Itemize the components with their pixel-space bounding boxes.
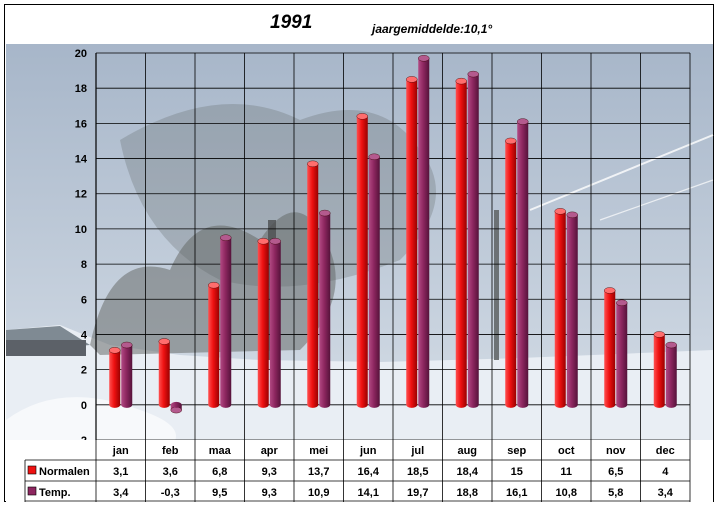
data-label-temp: -0,3 — [161, 487, 180, 499]
y-tick-label: 8 — [81, 259, 87, 271]
bar-temp-maa — [220, 234, 232, 408]
bar-normalen-oct — [554, 208, 566, 408]
data-label-temp: 5,8 — [608, 487, 623, 499]
chart-title: 1991 — [270, 12, 313, 33]
x-tick-label: jan — [112, 445, 129, 457]
y-tick-label: 12 — [75, 189, 87, 201]
bar-normalen-sep — [505, 137, 517, 408]
legend-label-temp: Temp. — [39, 487, 71, 499]
bar-normalen-jan — [109, 347, 121, 408]
y-tick-label: 18 — [75, 83, 87, 95]
power-line — [529, 134, 714, 211]
data-table-background — [6, 440, 713, 502]
bar-temp-jan — [121, 341, 133, 408]
x-tick-label: aug — [457, 445, 477, 457]
bar-normalen-aug — [455, 77, 467, 408]
y-tick-label: 14 — [75, 154, 88, 166]
bar-temp-sep — [517, 118, 529, 408]
x-tick-label: feb — [162, 445, 179, 457]
data-label-normalen: 18,5 — [407, 466, 428, 478]
x-tick-label: nov — [606, 445, 626, 457]
chart-subtitle: jaargemiddelde:10,1° — [372, 22, 493, 36]
bar-temp-aug — [467, 70, 479, 408]
data-label-normalen: 15 — [511, 466, 523, 478]
data-label-normalen: 4 — [662, 466, 669, 478]
bar-normalen-jul — [406, 76, 418, 408]
bar-normalen-nov — [604, 287, 616, 408]
bar-temp-oct — [566, 211, 578, 408]
data-label-normalen: 3,6 — [163, 466, 178, 478]
data-label-normalen: 16,4 — [358, 466, 380, 478]
legend-swatch-temp — [27, 486, 37, 496]
data-label-normalen: 18,4 — [457, 466, 479, 478]
legend-swatch-normalen — [27, 465, 37, 475]
data-label-normalen: 13,7 — [308, 466, 329, 478]
bar-normalen-mei — [307, 160, 319, 408]
data-label-temp: 10,9 — [308, 487, 329, 499]
x-tick-label: jul — [410, 445, 424, 457]
y-tick-label: 16 — [75, 118, 87, 130]
data-label-normalen: 6,8 — [212, 466, 227, 478]
y-tick-label: 6 — [81, 294, 87, 306]
x-tick-label: maa — [209, 445, 232, 457]
bar-temp-mei — [319, 209, 331, 408]
x-tick-label: dec — [656, 445, 675, 457]
legend-label-normalen: Normalen — [39, 466, 90, 478]
data-label-temp: 18,8 — [457, 487, 478, 499]
house-wall — [6, 340, 86, 356]
x-tick-label: apr — [261, 445, 279, 457]
x-tick-label: mei — [309, 445, 328, 457]
bar-temp-jul — [418, 55, 430, 408]
y-tick-label: 20 — [75, 48, 87, 60]
power-line — [599, 179, 714, 221]
data-label-normalen: 11 — [560, 466, 572, 478]
y-tick-label: 10 — [75, 224, 87, 236]
bar-normalen-feb — [158, 338, 170, 408]
bar-temp-jun — [368, 153, 380, 408]
data-label-normalen: 9,3 — [262, 466, 277, 478]
x-tick-label: oct — [558, 445, 575, 457]
bar-temp-dec — [665, 341, 677, 408]
bar-normalen-apr — [257, 238, 269, 408]
data-label-temp: 3,4 — [658, 487, 674, 499]
bar-temp-nov — [616, 299, 628, 408]
bar-temp-apr — [269, 238, 281, 408]
y-tick-label: 0 — [81, 400, 87, 412]
data-label-normalen: 6,5 — [608, 466, 623, 478]
y-tick-label: 4 — [81, 329, 88, 341]
data-label-temp: 9,3 — [262, 487, 277, 499]
data-label-temp: 9,5 — [212, 487, 227, 499]
bar-normalen-dec — [653, 331, 665, 408]
data-label-temp: 14,1 — [358, 487, 379, 499]
data-label-temp: 19,7 — [407, 487, 428, 499]
data-label-normalen: 3,1 — [113, 466, 128, 478]
x-tick-label: sep — [507, 445, 526, 457]
bar-temp-feb — [170, 401, 182, 414]
utility-pole — [494, 210, 499, 360]
data-label-temp: 10,8 — [556, 487, 577, 499]
y-tick-label: 2 — [81, 365, 87, 377]
data-label-temp: 3,4 — [113, 487, 129, 499]
x-tick-label: jun — [359, 445, 377, 457]
bar-normalen-jun — [356, 113, 368, 408]
bar-normalen-maa — [208, 282, 220, 408]
data-label-temp: 16,1 — [506, 487, 527, 499]
